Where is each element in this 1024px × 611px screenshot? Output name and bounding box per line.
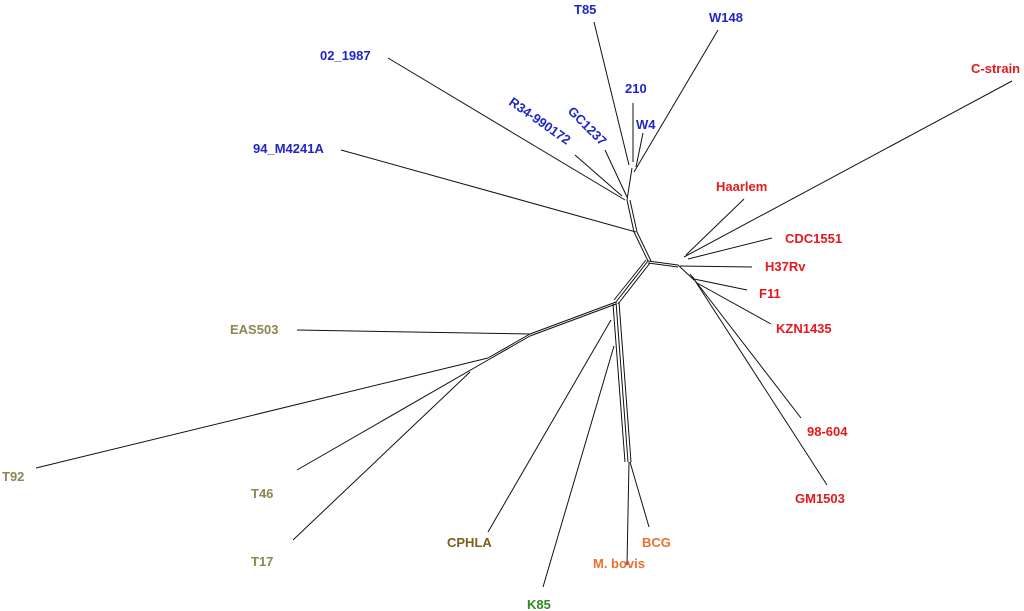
edge-blue-trunk [629, 199, 638, 233]
edge-lower-left [529, 301, 617, 335]
edge-bcg [629, 461, 650, 528]
edge-r34 [574, 154, 623, 197]
label-k85: K85 [527, 597, 551, 611]
edge-red-inner [677, 264, 695, 281]
label-t17: T17 [251, 554, 273, 569]
label-w148: W148 [709, 10, 743, 25]
edge-cdc1551 [687, 237, 773, 260]
edge-eas503 [296, 329, 531, 335]
label-kzn1435: KZN1435 [776, 321, 832, 336]
edge-red-trunk [647, 262, 679, 268]
edge-w148 [633, 29, 719, 173]
edge-lower-left [529, 303, 617, 337]
label-eas503: EAS503 [230, 322, 278, 337]
edge-blue-trunk [633, 231, 649, 262]
edge-t46 [296, 359, 489, 471]
edge-c-strain [683, 80, 1013, 258]
edge-98-604 [689, 273, 802, 419]
edge-haarlem [685, 198, 745, 256]
label-94-m4241a: 94_M4241A [253, 141, 324, 156]
label-m-bovis: M. bovis [593, 556, 645, 571]
edge-mbovis-trunk [612, 303, 626, 463]
label-c-strain: C-strain [971, 61, 1020, 76]
label-haarlem: Haarlem [716, 179, 767, 194]
label-gc1237: GC1237 [565, 104, 610, 149]
edge-blue-trunk [636, 231, 652, 262]
label-gm1503: GM1503 [795, 491, 845, 506]
label-210: 210 [625, 81, 647, 96]
edge-lower-trunk [613, 259, 647, 301]
edge-gc1237 [604, 149, 628, 198]
label-r34-990172: R34-990172 [506, 94, 573, 147]
label-cdc1551: CDC1551 [785, 231, 842, 246]
label-h37rv: H37Rv [765, 259, 806, 274]
edge-m-bovis [626, 461, 630, 566]
edge-kzn1435 [696, 282, 772, 325]
edge-mbovis-trunk [615, 301, 629, 463]
edge-lower-trunk [615, 260, 649, 303]
edge-k85 [542, 345, 615, 588]
edge-f11 [693, 278, 748, 291]
label-02-1987: 02_1987 [320, 48, 371, 63]
edge-lower-left [487, 333, 531, 359]
edge-t17 [292, 371, 471, 541]
label-f11: F11 [759, 286, 781, 301]
label-t92: T92 [2, 469, 24, 484]
label-cphla: CPHLA [447, 535, 492, 550]
edge-w4 [635, 132, 644, 168]
edge-lower-left [487, 335, 531, 361]
edge-blue-trunk [626, 199, 635, 233]
edge-h37rv [679, 265, 753, 268]
label-w4: W4 [636, 117, 656, 132]
edge-mbovis-trunk [618, 301, 632, 463]
edge-94-m4241a [340, 149, 637, 233]
label-t85: T85 [574, 2, 596, 17]
edge-red-trunk [647, 260, 679, 266]
edge-t85 [593, 21, 630, 166]
edge-cphla [487, 319, 612, 533]
edge-02-1987 [387, 57, 626, 201]
label-bcg: BCG [642, 535, 671, 550]
label-98-604: 98-604 [807, 424, 848, 439]
label-t46: T46 [251, 486, 273, 501]
edge-t92 [35, 357, 489, 469]
edge-lower-trunk [617, 262, 651, 305]
edge-blue-trunk [626, 167, 633, 201]
edge-gm1503 [691, 275, 828, 486]
